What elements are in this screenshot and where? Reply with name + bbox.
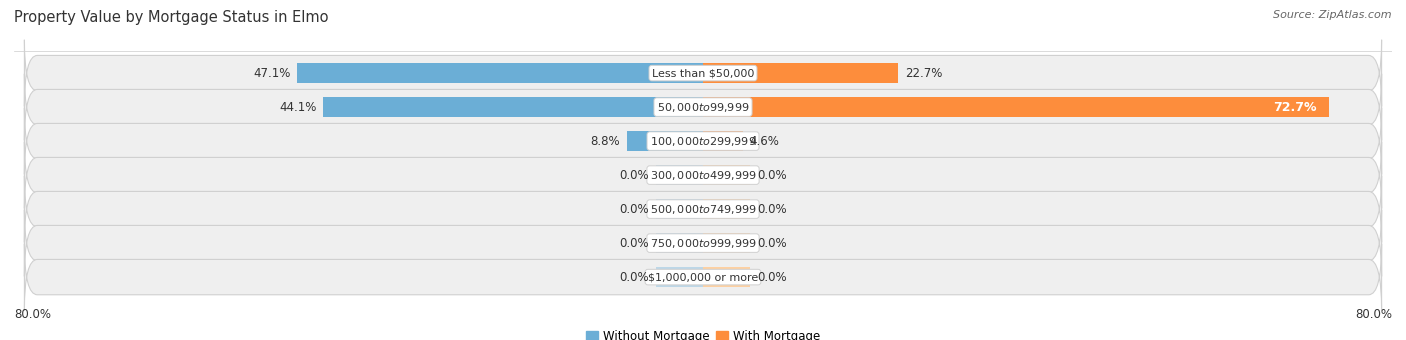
Text: Source: ZipAtlas.com: Source: ZipAtlas.com: [1274, 10, 1392, 20]
Text: 72.7%: 72.7%: [1272, 101, 1316, 114]
Text: $750,000 to $999,999: $750,000 to $999,999: [650, 237, 756, 250]
Bar: [627, 131, 703, 151]
Bar: [655, 199, 703, 219]
Text: $300,000 to $499,999: $300,000 to $499,999: [650, 169, 756, 182]
Text: 0.0%: 0.0%: [758, 237, 787, 250]
Text: $100,000 to $299,999: $100,000 to $299,999: [650, 135, 756, 148]
Bar: [703, 233, 751, 253]
Bar: [703, 131, 742, 151]
Text: 22.7%: 22.7%: [905, 67, 943, 80]
Text: 0.0%: 0.0%: [619, 203, 648, 216]
Text: Less than $50,000: Less than $50,000: [652, 68, 754, 78]
Text: 0.0%: 0.0%: [758, 169, 787, 182]
Text: 80.0%: 80.0%: [14, 308, 51, 321]
Bar: [298, 63, 703, 83]
Text: 0.0%: 0.0%: [758, 203, 787, 216]
Bar: [703, 165, 751, 185]
Bar: [703, 97, 1329, 117]
Bar: [703, 267, 751, 287]
Bar: [655, 165, 703, 185]
FancyBboxPatch shape: [24, 40, 1382, 106]
Text: 0.0%: 0.0%: [619, 237, 648, 250]
FancyBboxPatch shape: [24, 142, 1382, 208]
Legend: Without Mortgage, With Mortgage: Without Mortgage, With Mortgage: [581, 325, 825, 340]
Text: 47.1%: 47.1%: [253, 67, 291, 80]
FancyBboxPatch shape: [24, 108, 1382, 174]
Text: $500,000 to $749,999: $500,000 to $749,999: [650, 203, 756, 216]
FancyBboxPatch shape: [24, 74, 1382, 140]
Text: 4.6%: 4.6%: [749, 135, 779, 148]
Bar: [655, 267, 703, 287]
Text: 80.0%: 80.0%: [1355, 308, 1392, 321]
Text: $50,000 to $99,999: $50,000 to $99,999: [657, 101, 749, 114]
Text: Property Value by Mortgage Status in Elmo: Property Value by Mortgage Status in Elm…: [14, 10, 329, 25]
FancyBboxPatch shape: [24, 244, 1382, 310]
Text: 8.8%: 8.8%: [591, 135, 620, 148]
Bar: [323, 97, 703, 117]
Text: 0.0%: 0.0%: [619, 271, 648, 284]
Text: 0.0%: 0.0%: [619, 169, 648, 182]
Bar: [703, 63, 898, 83]
Text: 44.1%: 44.1%: [278, 101, 316, 114]
Text: 0.0%: 0.0%: [758, 271, 787, 284]
Bar: [655, 233, 703, 253]
FancyBboxPatch shape: [24, 176, 1382, 242]
Text: $1,000,000 or more: $1,000,000 or more: [648, 272, 758, 282]
Bar: [703, 199, 751, 219]
FancyBboxPatch shape: [24, 210, 1382, 276]
